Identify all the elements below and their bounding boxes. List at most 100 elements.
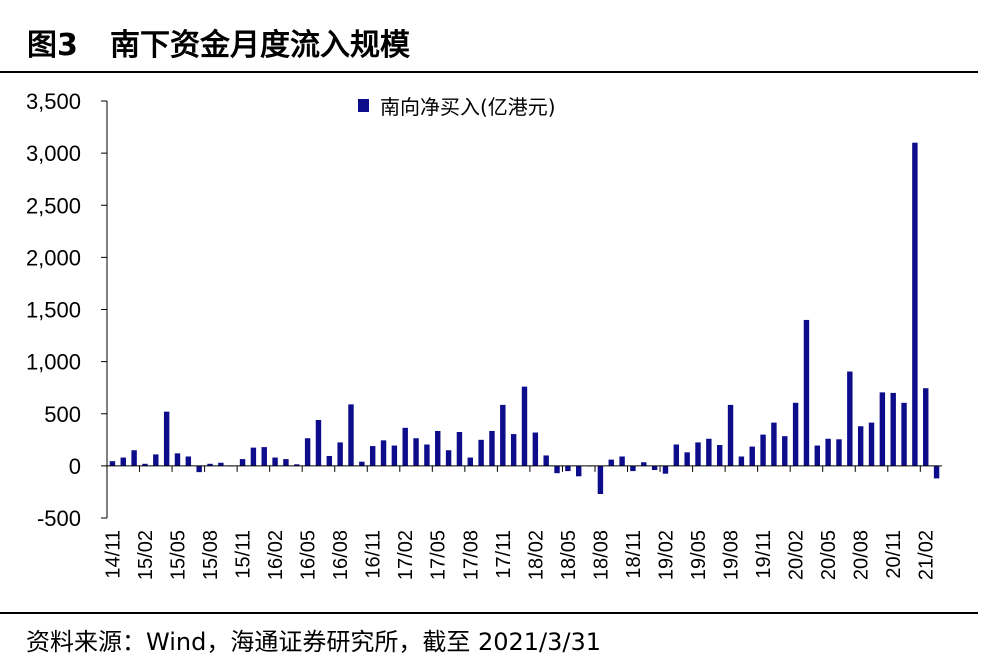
x-tick-label: 18/02: [525, 530, 547, 580]
y-tick-label: 1,000: [26, 350, 81, 375]
bottom-rule: [0, 612, 978, 614]
x-tick-label: 15/11: [233, 530, 255, 579]
x-tick-label: 19/11: [753, 530, 775, 579]
bar: [814, 445, 821, 466]
bar: [185, 456, 192, 466]
bar: [738, 456, 745, 466]
x-tick-label: 15/02: [135, 530, 157, 580]
x-tick-label: 16/02: [265, 530, 287, 580]
x-tick-label: 19/08: [721, 530, 743, 580]
figure-number: 图3: [27, 28, 78, 63]
bar: [673, 444, 680, 466]
bar: [153, 454, 159, 466]
x-tick-label: 19/05: [688, 530, 710, 580]
bar: [261, 447, 267, 466]
x-tick-label: 20/11: [883, 530, 905, 579]
bar: [239, 459, 246, 466]
x-tick-label: 16/08: [330, 530, 352, 580]
bar-chart: -500 0 500 1,000 1,500 2,000 2,500 3,000 3,500 1…: [26, 89, 942, 580]
bar: [923, 388, 929, 466]
bar: [337, 442, 343, 466]
x-tick-label: 21/02: [916, 530, 938, 580]
y-tick-label: 0: [69, 454, 81, 479]
bar: [847, 371, 853, 466]
bar: [771, 422, 777, 466]
bar: [174, 453, 181, 466]
bar: [283, 459, 289, 466]
bar: [120, 457, 126, 466]
bar: [369, 446, 376, 466]
bar: [749, 446, 755, 466]
bar: [651, 465, 658, 471]
bar: [489, 430, 495, 466]
bar: [706, 438, 712, 466]
bar: [836, 439, 842, 466]
figure-header: 图3 南下资金月度流入规模: [0, 0, 984, 72]
bar: [727, 404, 734, 466]
bar: [510, 434, 517, 466]
bar: [435, 430, 441, 466]
bar: [478, 439, 484, 466]
bar: [142, 463, 148, 466]
x-tick-label: 17/11: [493, 530, 515, 579]
bar: [109, 461, 116, 466]
bar: [641, 462, 647, 466]
bar: [359, 461, 365, 466]
bar: [315, 420, 322, 466]
bar: [326, 455, 333, 466]
bar: [825, 438, 831, 466]
x-tick-label: 17/02: [395, 530, 417, 580]
bar: [131, 450, 137, 466]
bar: [912, 142, 918, 466]
bar: [792, 402, 799, 466]
y-tick-label: 500: [44, 402, 81, 427]
bar: [901, 402, 907, 466]
x-tick-label: 16/05: [298, 530, 320, 580]
bar: [456, 431, 463, 466]
bar: [576, 465, 582, 477]
bar: [933, 465, 940, 479]
bar: [207, 463, 213, 466]
bar: [445, 450, 452, 466]
x-axis: 14/11 15/02 15/05 15/08 15/11 16/02 16/05 16/08…: [102, 465, 942, 580]
bar: [250, 447, 257, 466]
y-tick-label: 1,500: [26, 298, 81, 323]
bar: [467, 457, 473, 466]
bar: [890, 392, 896, 466]
x-tick-label: 18/11: [623, 530, 645, 579]
bar: [803, 319, 810, 466]
bar: [684, 452, 690, 466]
x-tick-label: 15/08: [200, 530, 222, 580]
bar: [163, 411, 170, 466]
legend: 南向净买入(亿港元): [358, 95, 556, 119]
y-tick-label: 2,500: [26, 193, 81, 218]
legend-swatch: [358, 99, 369, 112]
bar: [630, 465, 636, 472]
y-tick-label: -500: [37, 506, 81, 531]
bar: [391, 445, 398, 466]
bar: [521, 386, 528, 466]
bar: [565, 465, 571, 472]
bar: [348, 404, 354, 466]
bar-series: [109, 142, 940, 495]
legend-label: 南向净买入(亿港元): [380, 95, 556, 119]
bar: [608, 459, 614, 466]
bar: [543, 455, 549, 466]
bar: [879, 392, 886, 466]
bar: [402, 427, 408, 466]
bar: [554, 465, 560, 474]
bar: [782, 436, 788, 466]
bar: [304, 438, 311, 466]
bar: [857, 426, 864, 466]
x-tick-label: 16/11: [363, 530, 385, 579]
x-tick-label: 14/11: [102, 530, 124, 579]
y-tick-label: 2,000: [26, 245, 81, 270]
bar: [760, 434, 766, 466]
bar: [196, 465, 202, 473]
x-tick-label: 19/02: [655, 530, 677, 580]
x-tick-label: 20/05: [818, 530, 840, 580]
top-rule: [0, 71, 978, 73]
x-tick-label: 20/02: [786, 530, 808, 580]
bar: [532, 432, 539, 466]
bar: [380, 440, 387, 466]
